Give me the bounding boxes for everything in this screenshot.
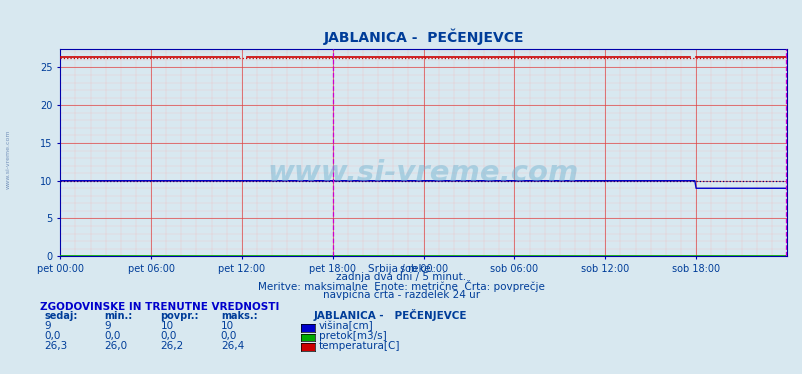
Text: zadnja dva dni / 5 minut.: zadnja dva dni / 5 minut. xyxy=(336,273,466,282)
Text: 9: 9 xyxy=(104,321,111,331)
Text: 10: 10 xyxy=(160,321,173,331)
Text: 26,2: 26,2 xyxy=(160,341,184,350)
Text: 26,4: 26,4 xyxy=(221,341,244,350)
Text: JABLANICA -   PEČENJEVCE: JABLANICA - PEČENJEVCE xyxy=(313,309,466,321)
Text: Srbija / reke.: Srbija / reke. xyxy=(368,264,434,274)
Text: 0,0: 0,0 xyxy=(44,331,60,341)
Text: ZGODOVINSKE IN TRENUTNE VREDNOSTI: ZGODOVINSKE IN TRENUTNE VREDNOSTI xyxy=(40,302,279,312)
Text: pretok[m3/s]: pretok[m3/s] xyxy=(318,331,386,341)
Text: 0,0: 0,0 xyxy=(221,331,237,341)
Text: povpr.:: povpr.: xyxy=(160,311,199,321)
Text: www.si-vreme.com: www.si-vreme.com xyxy=(6,129,10,189)
Text: sedaj:: sedaj: xyxy=(44,311,78,321)
Text: 10: 10 xyxy=(221,321,233,331)
Text: 0,0: 0,0 xyxy=(104,331,120,341)
Text: temperatura[C]: temperatura[C] xyxy=(318,341,399,350)
Text: 0,0: 0,0 xyxy=(160,331,176,341)
Text: 9: 9 xyxy=(44,321,51,331)
Text: min.:: min.: xyxy=(104,311,132,321)
Text: navpična črta - razdelek 24 ur: navpična črta - razdelek 24 ur xyxy=(322,290,480,300)
Text: Meritve: maksimalne  Enote: metrične  Črta: povprečje: Meritve: maksimalne Enote: metrične Črta… xyxy=(257,280,545,292)
Text: maks.:: maks.: xyxy=(221,311,257,321)
Text: www.si-vreme.com: www.si-vreme.com xyxy=(268,159,578,187)
Text: 26,0: 26,0 xyxy=(104,341,128,350)
Text: 26,3: 26,3 xyxy=(44,341,67,350)
Title: JABLANICA -  PEČENJEVCE: JABLANICA - PEČENJEVCE xyxy=(323,28,523,45)
Text: višina[cm]: višina[cm] xyxy=(318,321,373,331)
